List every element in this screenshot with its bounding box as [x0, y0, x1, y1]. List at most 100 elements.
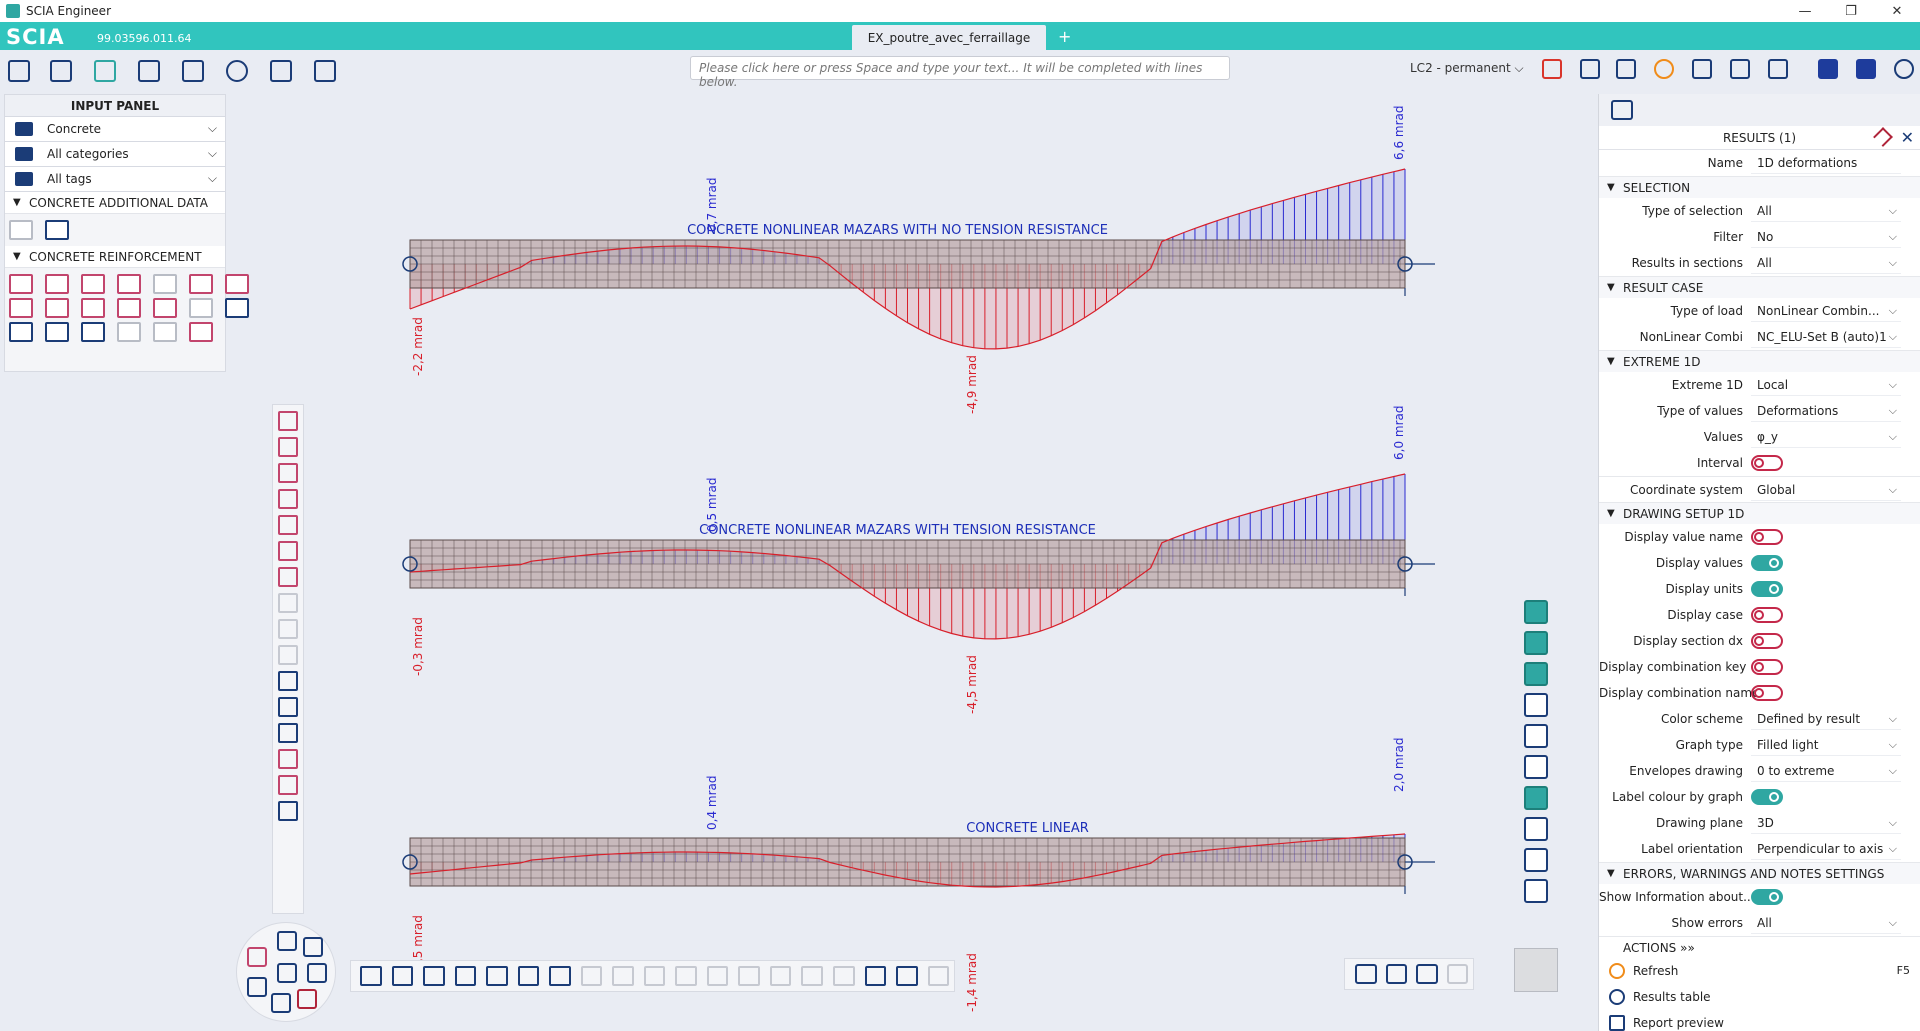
building-icon[interactable] — [307, 963, 327, 983]
member-tool-icon[interactable] — [278, 593, 298, 613]
reinforcement-tool-icon[interactable] — [153, 322, 177, 342]
command-line-input[interactable]: Please click here or press Space and typ… — [690, 56, 1230, 89]
search-help-icon[interactable] — [314, 60, 336, 82]
results-in-sections-select[interactable]: All ⌵ — [1751, 252, 1901, 274]
document-tab[interactable]: EX_poutre_avec_ferraillage — [852, 25, 1046, 50]
view-3d-icon[interactable] — [1385, 964, 1407, 984]
section-result-case[interactable]: ▼ RESULT CASE — [1599, 276, 1920, 298]
close-icon[interactable]: ✕ — [1900, 128, 1914, 147]
material-filter[interactable]: Concrete ⌵ — [5, 117, 225, 142]
result-tool-icon[interactable] — [1524, 848, 1548, 872]
building-icon[interactable] — [303, 937, 323, 957]
snap-tool-icon[interactable] — [706, 966, 729, 986]
result-tool-icon[interactable] — [1524, 755, 1548, 779]
snap-tool-icon[interactable] — [738, 966, 760, 986]
dimension-icon[interactable] — [1616, 59, 1636, 79]
reinforcement-tool-icon[interactable] — [117, 274, 141, 294]
snap-tool-icon[interactable] — [612, 966, 634, 986]
label-colour-toggle[interactable] — [1751, 789, 1783, 805]
display-settings-icon[interactable] — [1692, 59, 1712, 79]
minimize-button[interactable]: — — [1798, 3, 1812, 19]
graph-type-select[interactable]: Filled light ⌵ — [1751, 734, 1901, 756]
section-errors-warnings[interactable]: ▼ ERRORS, WARNINGS AND NOTES SETTINGS — [1599, 862, 1920, 884]
section-selection[interactable]: ▼ SELECTION — [1599, 176, 1920, 198]
visibility-icon[interactable] — [1446, 964, 1468, 984]
snap-tool-icon[interactable] — [391, 966, 414, 986]
result-member-icon[interactable] — [1524, 600, 1548, 624]
member-tool-icon[interactable] — [278, 411, 298, 431]
display-toggle[interactable] — [1751, 555, 1783, 571]
new-tab-button[interactable]: + — [1058, 27, 1072, 46]
snap-tool-icon[interactable] — [896, 966, 918, 986]
new-file-icon[interactable] — [8, 60, 30, 82]
reinforcement-tool-icon[interactable] — [117, 298, 141, 318]
snap-tool-icon[interactable] — [927, 966, 950, 986]
coordinate-system-select[interactable]: Global ⌵ — [1751, 479, 1901, 501]
building-icon[interactable] — [277, 931, 297, 951]
snap-tool-icon[interactable] — [549, 966, 571, 986]
display-toggle[interactable] — [1751, 581, 1783, 597]
beam-result-1[interactable]: CONCRETE NONLINEAR MAZARS WITH NO TENSIO… — [402, 106, 1435, 415]
reinforcement-tool-icon[interactable] — [189, 322, 213, 342]
reinforcement-tool-icon[interactable] — [189, 274, 213, 294]
reinforcement-tool-icon[interactable] — [9, 298, 33, 318]
building-icon[interactable] — [247, 977, 267, 997]
envelopes-select[interactable]: 0 to extreme ⌵ — [1751, 760, 1901, 782]
eu-code-icon[interactable] — [1856, 59, 1876, 79]
building-icon[interactable] — [247, 947, 267, 967]
color-scheme-select[interactable]: Defined by result ⌵ — [1751, 708, 1901, 730]
result-member-icon[interactable] — [1524, 662, 1548, 686]
user-icon[interactable] — [1894, 59, 1914, 79]
reinforcement-tool-icon[interactable] — [9, 322, 33, 342]
building-icon[interactable] — [271, 993, 291, 1013]
additional-data-tool-icon[interactable] — [9, 220, 33, 240]
grid-icon[interactable] — [1524, 817, 1548, 841]
values-select[interactable]: φ_y ⌵ — [1751, 426, 1901, 448]
section-concrete-reinforcement[interactable]: ▼ CONCRETE REINFORCEMENT — [5, 246, 225, 268]
nonlinear-combi-select[interactable]: NC_ELU-Set B (auto)1 ⌵ — [1751, 326, 1901, 348]
eu-flag-icon[interactable] — [1818, 59, 1838, 79]
actions-expand-icon[interactable]: »» — [1680, 941, 1695, 955]
layers-icon[interactable] — [278, 697, 298, 717]
reinforcement-tool-icon[interactable] — [81, 322, 105, 342]
center-tool-icon[interactable] — [277, 963, 297, 983]
section-extreme-1d[interactable]: ▼ EXTREME 1D — [1599, 350, 1920, 372]
section-drawing-setup[interactable]: ▼ DRAWING SETUP 1D — [1599, 502, 1920, 524]
zoom-icon[interactable] — [1355, 964, 1377, 984]
copy-icon[interactable] — [278, 723, 298, 743]
calculation-icon[interactable] — [182, 60, 204, 82]
measure-icon[interactable] — [278, 801, 298, 821]
edit-project-icon[interactable] — [50, 60, 72, 82]
member-tool-icon[interactable] — [278, 489, 298, 509]
visibility-icon[interactable] — [1524, 879, 1548, 903]
display-toggle[interactable] — [1751, 529, 1783, 545]
snap-tool-icon[interactable] — [580, 966, 603, 986]
reinforcement-tool-icon[interactable] — [225, 274, 249, 294]
filter-select[interactable]: No ⌵ — [1751, 226, 1901, 248]
reinforcement-tool-icon[interactable] — [117, 322, 141, 342]
reinforcement-tool-icon[interactable] — [189, 298, 213, 318]
refresh-action[interactable]: Refresh F5 — [1599, 958, 1920, 984]
load-case-select[interactable]: LC2 - permanent ⌵ — [1410, 61, 1524, 75]
layout-icon[interactable] — [1768, 59, 1788, 79]
close-window-button[interactable]: ✕ — [1891, 3, 1903, 19]
snap-tool-icon[interactable] — [675, 966, 697, 986]
beam-result-3[interactable]: CONCRETE LINEAR -0,5 mrad 0,4 mrad -1,4 mra… — [402, 738, 1435, 1013]
check-icon[interactable] — [278, 749, 298, 769]
display-toggle[interactable] — [1751, 659, 1783, 675]
result-tool-icon[interactable] — [1524, 786, 1548, 810]
member-tool-icon[interactable] — [278, 515, 298, 535]
maximize-button[interactable]: ❐ — [1845, 3, 1857, 19]
results-table-action[interactable]: Results table — [1599, 984, 1920, 1010]
reinforcement-tool-icon[interactable] — [45, 274, 69, 294]
support-left[interactable] — [402, 556, 418, 572]
snap-tool-icon[interactable] — [360, 966, 382, 986]
reinforcement-tool-icon[interactable] — [45, 298, 69, 318]
type-of-load-select[interactable]: NonLinear Combin... ⌵ — [1751, 300, 1901, 322]
eye-icon[interactable] — [1416, 964, 1438, 984]
snap-tool-icon[interactable] — [517, 966, 540, 986]
member-tool-icon[interactable] — [278, 567, 298, 587]
beam-result-2[interactable]: CONCRETE NONLINEAR MAZARS WITH TENSION R… — [402, 406, 1435, 715]
show-errors-select[interactable]: All ⌵ — [1751, 912, 1901, 934]
tools-icon[interactable] — [94, 60, 116, 82]
